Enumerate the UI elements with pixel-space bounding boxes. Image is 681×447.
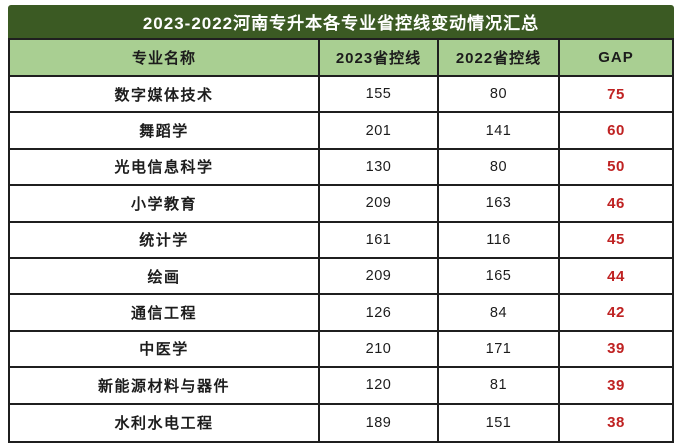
score-2022-cell: 80 (439, 77, 560, 112)
gap-cell: 60 (607, 122, 625, 140)
table-row: 水利水电工程 189 151 38 (10, 404, 672, 441)
score-2023-cell: 209 (320, 186, 439, 221)
header-row: 专业名称 2023省控线 2022省控线 GAP (10, 40, 672, 77)
score-2022-cell: 84 (439, 295, 560, 330)
major-cell: 新能源材料与器件 (10, 368, 320, 403)
gap-cell: 45 (607, 231, 625, 249)
score-2023-cell: 120 (320, 368, 439, 403)
major-cell: 小学教育 (10, 186, 320, 221)
score-2022-cell: 151 (439, 404, 560, 441)
header-cell-2023: 2023省控线 (320, 40, 439, 75)
table-row: 舞蹈学 201 141 60 (10, 113, 672, 150)
score-2023-cell: 189 (320, 404, 439, 441)
table-row: 光电信息科学 130 80 50 (10, 149, 672, 187)
score-2023-cell: 201 (320, 113, 439, 148)
table-title: 2023-2022河南专升本各专业省控线变动情况汇总 (8, 5, 674, 38)
score-2022-cell: 81 (439, 368, 560, 403)
score-2022-cell: 165 (439, 258, 560, 294)
table-row: 数字媒体技术 155 80 75 (10, 77, 672, 114)
major-cell: 舞蹈学 (10, 113, 320, 148)
gap-cell: 39 (607, 340, 625, 358)
major-cell: 通信工程 (10, 295, 320, 330)
header-cell-gap: GAP (598, 49, 634, 66)
major-cell: 数字媒体技术 (10, 77, 320, 112)
table-row: 统计学 161 116 45 (10, 222, 672, 259)
score-2023-cell: 155 (320, 77, 439, 112)
score-2023-cell: 209 (320, 258, 439, 294)
gap-cell: 39 (607, 376, 625, 394)
score-2022-cell: 171 (439, 331, 560, 367)
major-cell: 中医学 (10, 331, 320, 367)
table-row: 小学教育 209 163 46 (10, 186, 672, 223)
header-cell-major: 专业名称 (10, 40, 320, 75)
gap-cell: 50 (607, 158, 625, 176)
table-row: 新能源材料与器件 120 81 39 (10, 368, 672, 405)
score-2023-cell: 210 (320, 331, 439, 367)
summary-table-panel: 2023-2022河南专升本各专业省控线变动情况汇总 专业名称 2023省控线 … (8, 5, 674, 443)
header-cell-2022: 2022省控线 (439, 40, 560, 75)
province-cutoff-table: 专业名称 2023省控线 2022省控线 GAP 数字媒体技术 155 80 7… (8, 38, 674, 443)
score-2022-cell: 80 (439, 149, 560, 185)
score-2023-cell: 161 (320, 222, 439, 257)
major-cell: 水利水电工程 (10, 404, 320, 441)
score-2023-cell: 130 (320, 149, 439, 185)
gap-cell: 75 (607, 85, 625, 103)
gap-cell: 38 (607, 414, 625, 432)
score-2022-cell: 116 (439, 222, 560, 257)
table-row: 通信工程 126 84 42 (10, 295, 672, 332)
major-cell: 统计学 (10, 222, 320, 257)
major-cell: 光电信息科学 (10, 149, 320, 185)
gap-cell: 42 (607, 304, 625, 322)
table-row: 中医学 210 171 39 (10, 331, 672, 369)
table-row: 绘画 209 165 44 (10, 258, 672, 296)
score-2022-cell: 141 (439, 113, 560, 148)
score-2023-cell: 126 (320, 295, 439, 330)
score-2022-cell: 163 (439, 186, 560, 221)
gap-cell: 46 (607, 194, 625, 212)
major-cell: 绘画 (10, 258, 320, 294)
gap-cell: 44 (607, 267, 625, 285)
